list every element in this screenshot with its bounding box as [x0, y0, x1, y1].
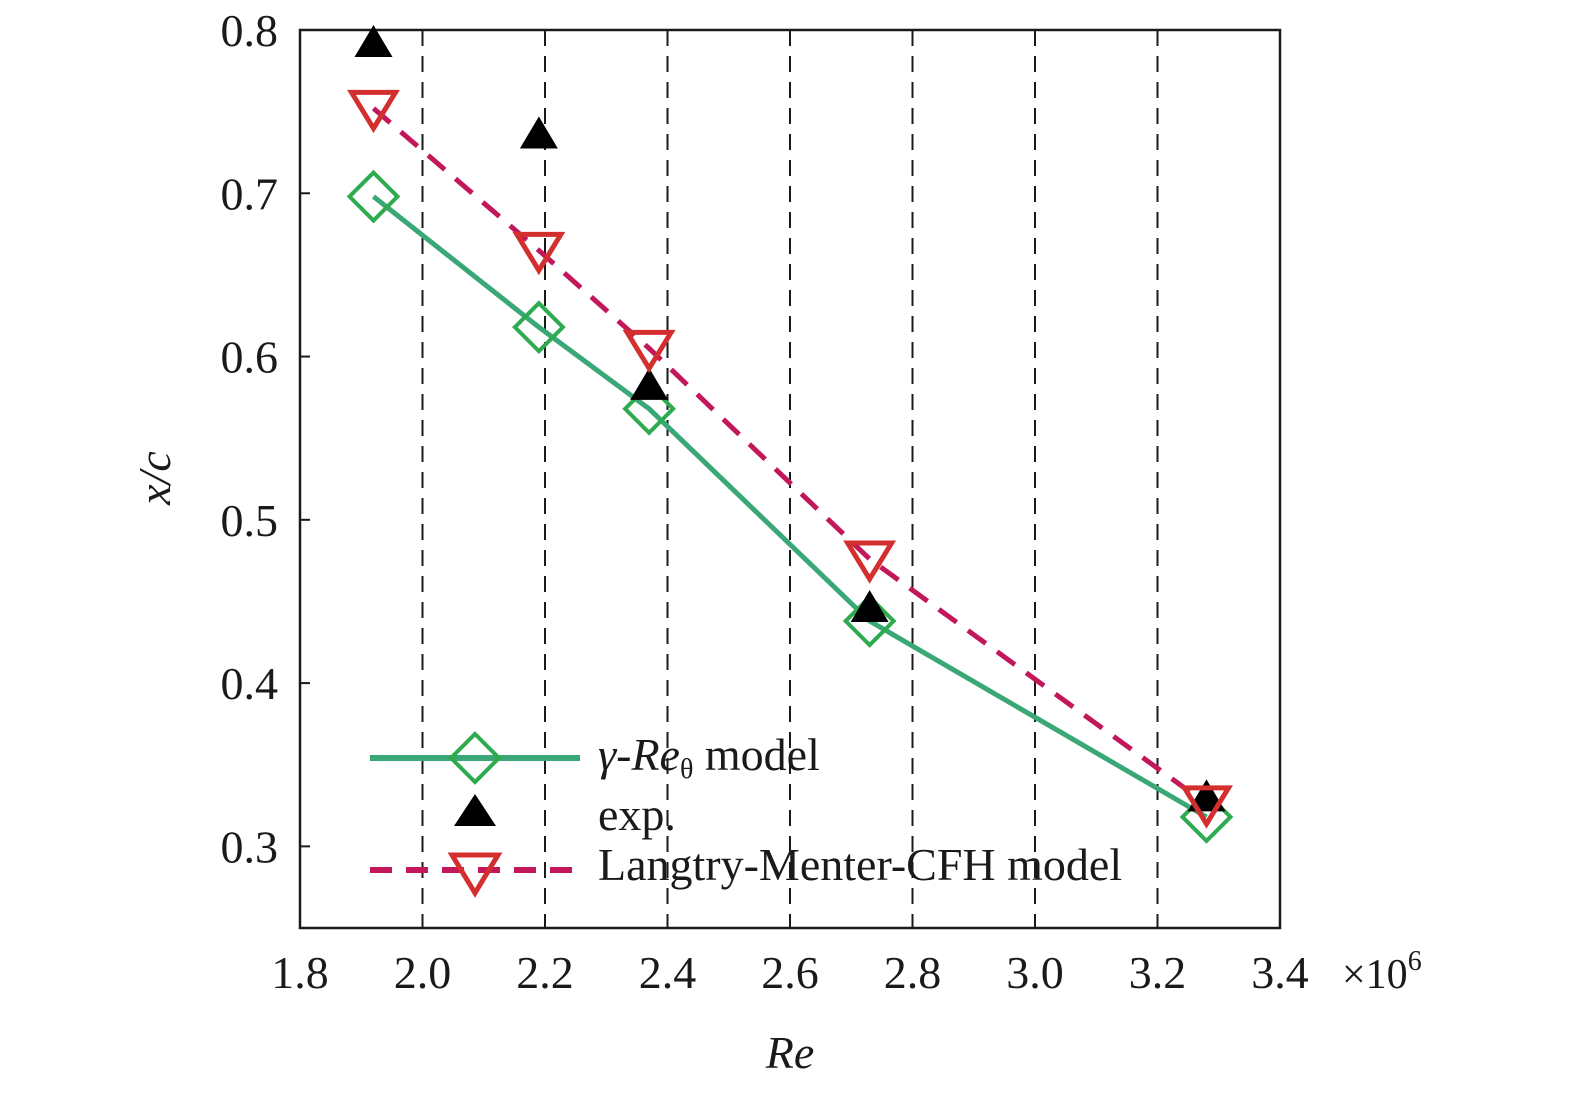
x-tick-label: 3.0 [1006, 947, 1064, 998]
x-tick-label: 2.8 [884, 947, 942, 998]
exp-point [630, 367, 669, 400]
x-axis-ticks: 1.8 2.0 2.2 2.4 2.6 2.8 3.0 3.2 3.4 [271, 918, 1309, 998]
legend-marker-gamma-re-theta [448, 731, 502, 785]
x-tick-label: 2.0 [394, 947, 452, 998]
exp-point [850, 589, 889, 622]
y-axis-ticks: 0.3 0.4 0.5 0.6 0.7 0.8 [221, 5, 310, 872]
legend-label-langtry-menter-cfh: Langtry-Menter-CFH model [598, 839, 1122, 890]
legend-marker-langtry-menter-cfh [447, 852, 503, 898]
series-line-gamma-re-theta [371, 194, 1208, 820]
series-markers [346, 25, 1234, 844]
y-tick-label: 0.8 [221, 5, 279, 56]
langtry-menter-cfh-point [1180, 785, 1233, 829]
x-axis-multiplier: ×106 [1342, 946, 1422, 998]
x-tick-label: 3.2 [1129, 947, 1187, 998]
x-tick-label: 3.4 [1251, 947, 1309, 998]
exp-point [1187, 779, 1226, 812]
x-tick-label: 2.6 [761, 947, 819, 998]
y-tick-label: 0.4 [221, 658, 279, 709]
legend-marker-exp [454, 794, 496, 826]
langtry-menter-cfh-point [512, 231, 566, 276]
series-line-langtry-menter-cfh [371, 106, 1208, 806]
x-tick-label: 2.4 [639, 947, 697, 998]
legend: γ-Reθ model exp. Langtry-Menter-CFH mode… [370, 729, 1122, 898]
legend-label-exp: exp. [598, 789, 676, 840]
series-lines [371, 106, 1208, 820]
langtry-menter-cfh-point [347, 89, 400, 134]
x-axis-title: Re [765, 1027, 815, 1078]
gamma-re-theta-point [346, 169, 401, 224]
x-tick-label: 1.8 [271, 947, 329, 998]
y-tick-label: 0.6 [221, 332, 279, 383]
langtry-menter-cfh-point [622, 329, 676, 374]
y-tick-label: 0.5 [221, 495, 279, 546]
gamma-re-theta-point [622, 381, 676, 436]
gamma-re-theta-point [512, 300, 566, 354]
y-tick-label: 0.7 [221, 168, 279, 219]
y-tick-label: 0.3 [221, 821, 279, 872]
langtry-menter-cfh-point [843, 540, 897, 584]
y-axis-title: x/c [129, 451, 180, 506]
legend-label-gamma-re-theta: γ-Reθ model [598, 729, 820, 785]
exp-point [354, 25, 393, 58]
gamma-re-theta-point [842, 594, 897, 648]
x-tick-label: 2.2 [516, 947, 574, 998]
exp-point [519, 116, 558, 149]
vertical-gridlines [421, 30, 1159, 928]
